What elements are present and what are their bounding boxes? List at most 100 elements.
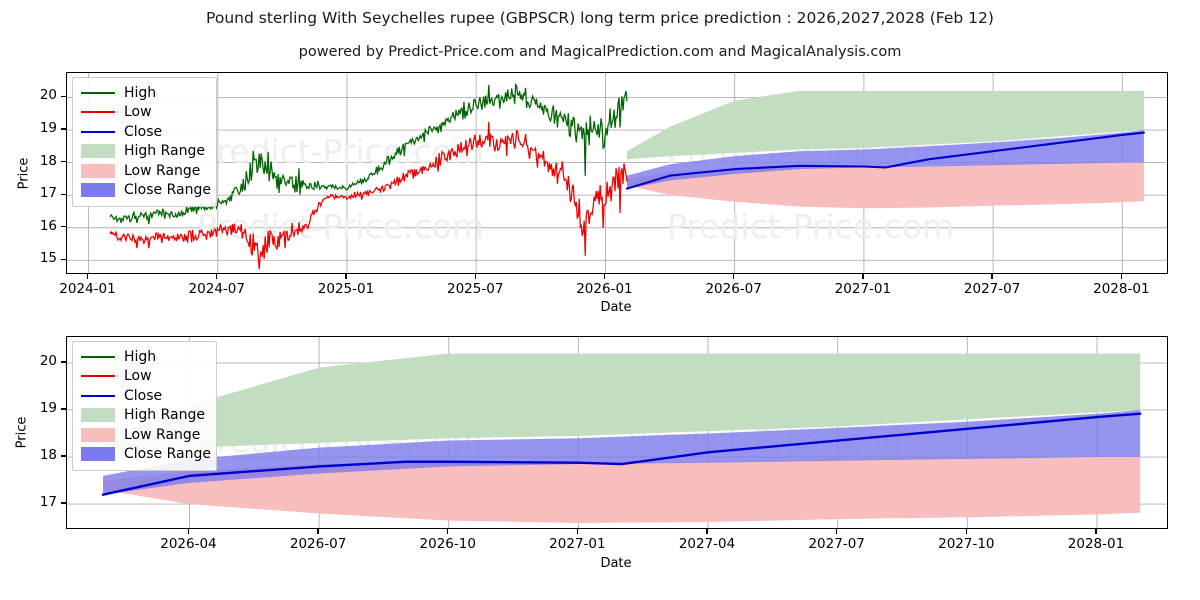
legend-swatch-low-icon	[81, 106, 115, 119]
y-tick-mark	[61, 193, 66, 195]
x-tick-mark	[345, 274, 347, 279]
legend-item-high: High	[81, 347, 207, 367]
y-tick-label: 18	[39, 447, 57, 464]
legend-swatch-close-range-icon	[81, 447, 115, 462]
legend-swatch-high-range-icon	[81, 408, 115, 423]
y-tick-label: 17	[39, 185, 57, 202]
legend-label: Low	[124, 368, 152, 385]
legend-swatch-close-icon	[81, 125, 115, 138]
x-tick-label: 2024-07	[188, 281, 245, 297]
x-tick-mark	[991, 274, 993, 279]
legend-label: Low Range	[124, 162, 201, 179]
legend-item-low-range: Low Range	[81, 425, 207, 445]
x-tick-mark	[603, 274, 606, 279]
top-plot-svg: Predict-Price.com Predict-Price.com Predic…	[67, 73, 1167, 273]
legend-label: Close Range	[124, 446, 211, 463]
top-x-axis-label: Date	[600, 300, 632, 315]
x-tick-label: 2027-01	[549, 536, 606, 552]
x-tick-mark	[576, 529, 579, 534]
legend-label: High Range	[124, 407, 205, 424]
x-tick-label: 2026-07	[705, 281, 762, 297]
legend-label: Low Range	[124, 426, 201, 443]
legend-swatch-close-range-icon	[81, 183, 115, 198]
x-tick-mark	[1095, 529, 1097, 534]
x-tick-label: 2026-07	[289, 536, 347, 552]
x-tick-label: 2028-01	[1067, 536, 1125, 552]
x-tick-mark	[187, 529, 190, 534]
legend-swatch-close-icon	[81, 389, 115, 402]
legend-item-close: Close	[81, 122, 207, 142]
svg-text:Predict-Price.com: Predict-Price.com	[667, 207, 954, 246]
legend-item-low: Low	[81, 103, 207, 123]
y-tick-label: 16	[39, 217, 57, 234]
legend-label: Close	[124, 123, 163, 140]
x-tick-label: 2027-10	[938, 536, 995, 552]
legend-label: Close	[124, 387, 163, 404]
x-tick-label: 2026-01	[576, 281, 633, 297]
y-tick-mark	[61, 95, 66, 98]
bottom-x-axis-label: Date	[600, 556, 632, 571]
y-tick-mark	[61, 226, 66, 228]
legend-swatch-low-range-icon	[81, 427, 115, 442]
legend-item-high-range: High Range	[81, 142, 207, 162]
y-tick-mark	[61, 502, 66, 504]
x-tick-label: 2024-01	[59, 281, 116, 297]
x-tick-mark	[317, 529, 319, 534]
x-tick-label: 2027-07	[963, 281, 1021, 297]
y-tick-mark	[61, 455, 66, 457]
top-legend: High Low Close High Range Low Range Close Ran…	[72, 77, 217, 207]
legend-item-high-range: High Range	[81, 406, 207, 426]
x-tick-label: 2027-01	[834, 281, 892, 297]
x-tick-mark	[1120, 274, 1122, 279]
y-tick-mark	[61, 408, 66, 410]
x-tick-mark	[447, 529, 449, 534]
legend-label: High Range	[124, 143, 205, 160]
legend-label: Close Range	[124, 182, 211, 199]
legend-swatch-low-range-icon	[81, 163, 115, 178]
x-tick-label: 2025-07	[447, 281, 504, 297]
y-tick-mark	[61, 258, 66, 260]
x-tick-label: 2028-01	[1093, 281, 1150, 297]
y-tick-mark	[61, 361, 66, 363]
top-chart-panel: Predict-Price.com Predict-Price.com Predic…	[66, 72, 1168, 274]
top-plot-frame: Predict-Price.com Predict-Price.com Predic…	[66, 72, 1168, 274]
legend-swatch-high-range-icon	[81, 144, 115, 159]
legend-label: Low	[124, 104, 152, 121]
x-tick-mark	[216, 274, 218, 279]
svg-text:Predict-Price.com: Predict-Price.com	[197, 132, 484, 171]
x-tick-mark	[86, 274, 89, 279]
y-tick-label: 20	[39, 87, 57, 104]
bottom-legend: High Low Close High Range Low Range Close Ran…	[72, 341, 217, 471]
x-tick-mark	[862, 274, 864, 279]
x-tick-label: 2025-01	[317, 281, 375, 297]
legend-label: High	[124, 84, 157, 101]
y-tick-mark	[61, 160, 66, 163]
x-tick-mark	[474, 274, 476, 279]
svg-text:Predict-Price.com: Predict-Price.com	[197, 207, 484, 246]
y-tick-label: 15	[39, 250, 57, 267]
legend-item-close: Close	[81, 386, 207, 406]
y-tick-label: 20	[39, 352, 57, 369]
legend-item-high: High	[81, 83, 207, 103]
legend-swatch-high-icon	[81, 86, 115, 99]
x-tick-mark	[836, 529, 838, 534]
legend-swatch-low-icon	[81, 370, 115, 383]
chart-title: Pound sterling With Seychelles rupee (GB…	[206, 9, 994, 27]
chart-subtitle: powered by Predict-Price.com and Magical…	[298, 44, 902, 60]
y-tick-label: 18	[39, 152, 57, 169]
legend-item-low-range: Low Range	[81, 161, 207, 181]
y-tick-label: 17	[39, 494, 57, 511]
legend-label: High	[124, 348, 157, 365]
y-tick-label: 19	[39, 399, 57, 416]
legend-swatch-high-icon	[81, 350, 115, 363]
x-tick-mark	[965, 529, 967, 534]
legend-item-close-range: Close Range	[81, 181, 211, 201]
legend-item-close-range: Close Range	[81, 445, 211, 465]
x-tick-label: 2027-04	[678, 536, 736, 552]
x-tick-mark	[733, 274, 735, 279]
x-tick-label: 2027-07	[808, 536, 865, 552]
